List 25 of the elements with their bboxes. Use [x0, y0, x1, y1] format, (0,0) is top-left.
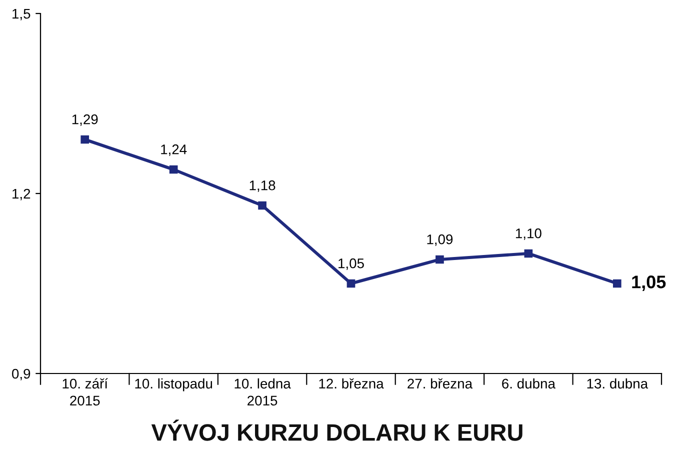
point: [524, 249, 533, 258]
text: 1,09: [427, 234, 453, 246]
text: 1,29: [72, 114, 98, 126]
point: [169, 165, 178, 174]
x-tick-label: 10. září 2015: [62, 378, 108, 406]
point: [258, 201, 266, 210]
text: 1,18: [250, 180, 276, 192]
y-tick-label: 0,9: [12, 368, 30, 380]
point: [346, 279, 356, 288]
point: [80, 135, 90, 144]
text: 1,10: [516, 228, 542, 240]
text: 1,24: [161, 144, 187, 156]
point: [612, 279, 622, 288]
x-tick-label: 10. listopadu: [135, 378, 212, 392]
text: 1,05: [632, 276, 666, 291]
x-tick-label: 13. dubna: [587, 378, 648, 389]
text: VÝVOJ KURZU DOLARU K EURU: [151, 420, 522, 441]
point: [436, 255, 444, 264]
y-tick-label: 1,2: [12, 188, 30, 200]
x-tick-label: 6. dubna: [502, 378, 556, 389]
x-tick-label: 10. ledna 2015: [234, 378, 291, 406]
x-tick-label: 27. března: [408, 378, 473, 389]
x-tick-label: 12. března: [319, 378, 384, 389]
y-tick-label: 1,5: [12, 8, 30, 20]
text: 1,05: [338, 258, 364, 270]
